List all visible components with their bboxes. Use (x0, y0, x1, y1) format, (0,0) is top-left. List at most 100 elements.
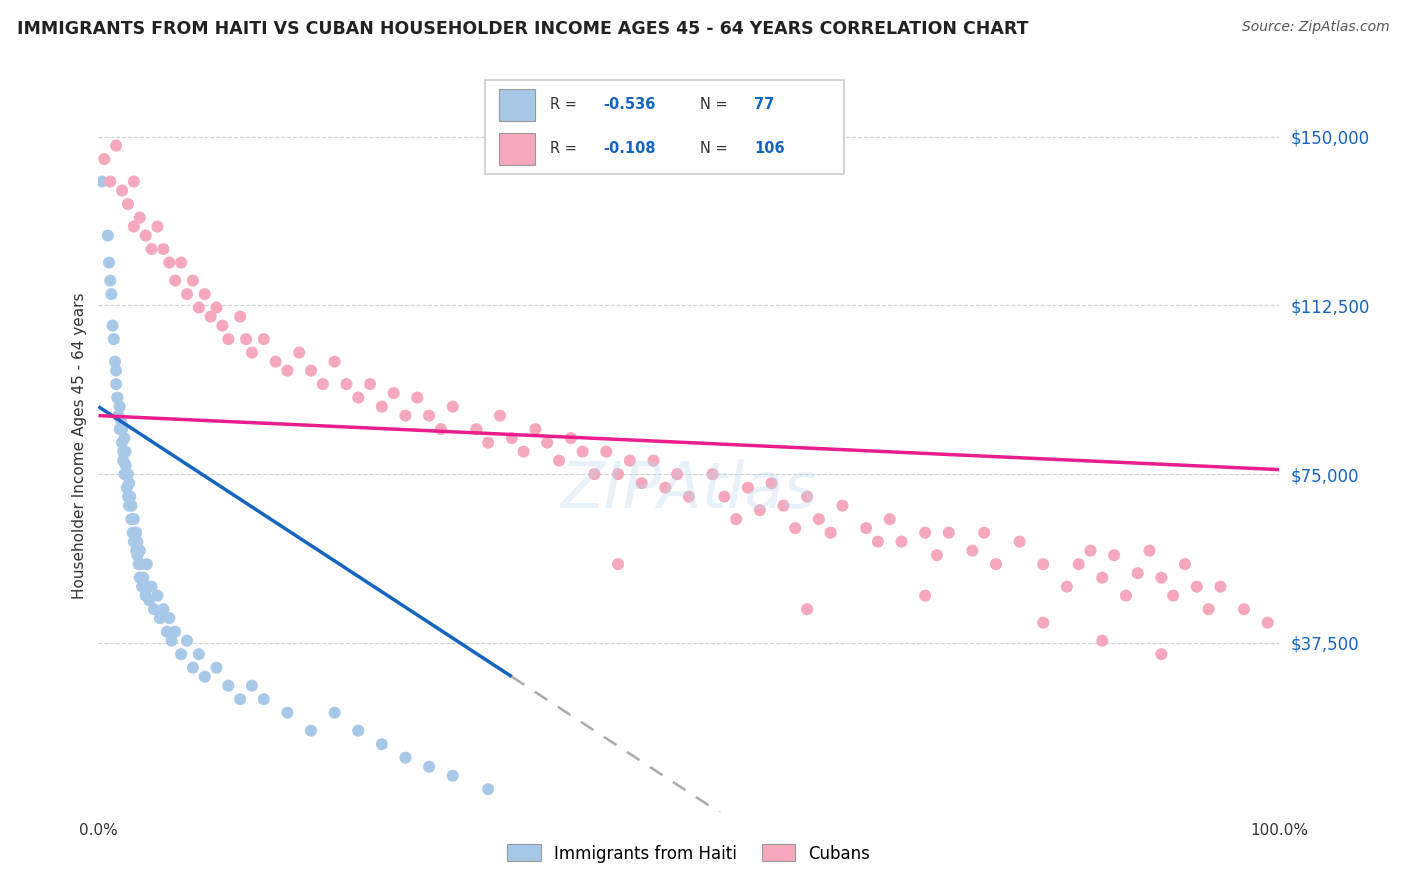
Point (607, 557, 630, 571)
Point (112, 431, 135, 445)
Point (103, 332, 125, 346)
Point (229, 692, 252, 706)
Point (110, 413, 132, 427)
Point (122, 534, 145, 549)
Point (112, 453, 135, 467)
Point (205, 661, 228, 675)
Point (253, 332, 276, 346)
Point (394, 750, 416, 764)
Point (240, 679, 263, 693)
Text: ZIPAtlas: ZIPAtlas (561, 458, 817, 521)
Point (276, 706, 298, 720)
Point (312, 377, 335, 392)
Point (855, 521, 877, 535)
Point (211, 318, 233, 333)
Point (725, 512, 748, 526)
Point (114, 444, 136, 458)
Point (630, 476, 652, 491)
Point (1102, 548, 1125, 562)
Point (288, 345, 311, 359)
Point (194, 670, 217, 684)
Point (1080, 543, 1102, 558)
Point (205, 301, 228, 315)
Point (135, 228, 157, 243)
Point (157, 255, 180, 269)
Point (240, 345, 263, 359)
Point (165, 624, 187, 639)
Point (406, 391, 429, 405)
Point (1139, 543, 1161, 558)
Point (807, 512, 830, 526)
Point (866, 534, 889, 549)
Point (217, 332, 239, 346)
Point (98, 274, 121, 288)
Point (595, 444, 617, 458)
Bar (499, 133, 536, 164)
Point (382, 386, 405, 401)
Point (121, 512, 143, 526)
Point (115, 481, 138, 495)
Point (678, 490, 700, 504)
Point (1115, 589, 1137, 603)
Point (914, 525, 936, 540)
Point (371, 737, 394, 751)
Text: -0.536: -0.536 (603, 97, 655, 112)
Point (112, 444, 135, 458)
Point (501, 431, 523, 445)
Point (170, 647, 193, 661)
Point (187, 301, 209, 315)
Text: R =: R = (550, 97, 581, 112)
Point (666, 467, 689, 482)
Point (394, 409, 416, 423)
Point (1056, 580, 1078, 594)
Point (299, 363, 322, 377)
Point (235, 332, 257, 346)
Point (118, 476, 141, 491)
Point (97, 228, 120, 243)
Point (347, 723, 370, 738)
Point (98, 175, 121, 189)
Point (100, 287, 122, 301)
Point (200, 310, 222, 324)
Point (122, 175, 145, 189)
Point (264, 354, 287, 368)
Point (131, 580, 153, 594)
Point (548, 453, 571, 467)
Point (108, 422, 131, 436)
Point (194, 287, 217, 301)
Point (430, 422, 453, 436)
Point (1008, 534, 1031, 549)
Point (152, 602, 174, 616)
Point (128, 571, 150, 585)
Point (117, 490, 139, 504)
Point (962, 543, 984, 558)
Y-axis label: Householder Income Ages 45 - 64 years: Householder Income Ages 45 - 64 years (72, 293, 87, 599)
Point (176, 633, 198, 648)
Point (890, 534, 912, 549)
Text: N =: N = (700, 97, 733, 112)
Point (165, 274, 187, 288)
Point (748, 503, 770, 517)
Point (1032, 615, 1054, 630)
Point (299, 723, 322, 738)
Point (571, 444, 593, 458)
Point (441, 769, 464, 783)
Point (1233, 602, 1256, 616)
Point (713, 490, 735, 504)
Point (127, 534, 149, 549)
Point (512, 444, 534, 458)
Point (128, 557, 150, 571)
Point (229, 310, 252, 324)
Point (536, 435, 558, 450)
Bar (499, 88, 536, 120)
Point (142, 602, 165, 616)
Point (152, 242, 174, 256)
Point (122, 512, 145, 526)
Point (105, 363, 128, 377)
Point (820, 525, 842, 540)
Point (607, 467, 630, 482)
Point (141, 242, 163, 256)
Point (984, 557, 1007, 571)
Point (117, 197, 139, 211)
Point (761, 476, 783, 491)
